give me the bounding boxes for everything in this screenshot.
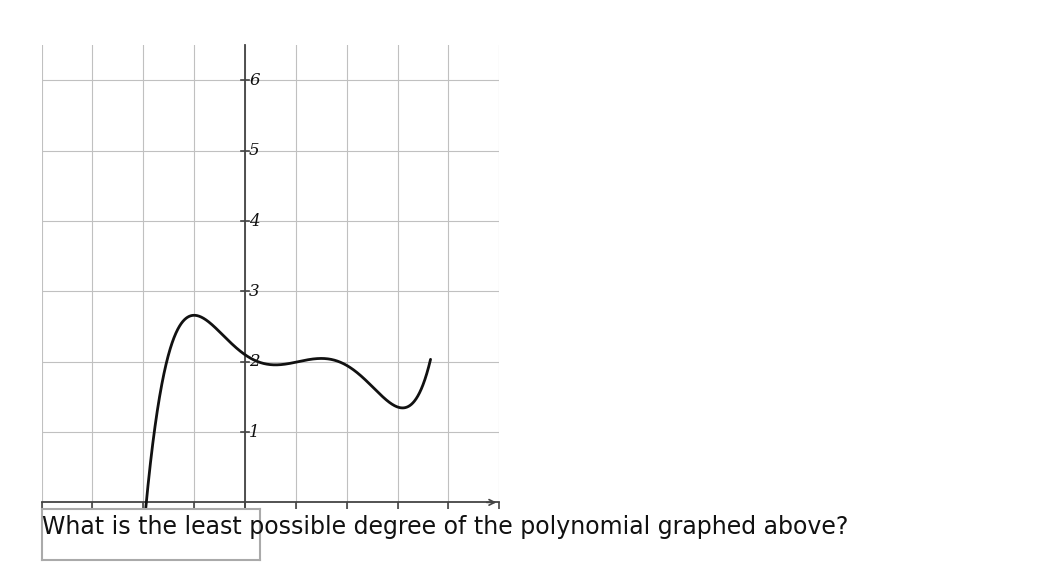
Text: 6: 6 bbox=[249, 72, 260, 89]
Text: 4: 4 bbox=[249, 213, 260, 230]
Text: 1: 1 bbox=[249, 423, 260, 440]
Text: 5: 5 bbox=[249, 142, 260, 159]
Text: 3: 3 bbox=[249, 283, 260, 300]
Text: 2: 2 bbox=[249, 353, 260, 370]
Text: What is the least possible degree of the polynomial graphed above?: What is the least possible degree of the… bbox=[42, 515, 848, 539]
